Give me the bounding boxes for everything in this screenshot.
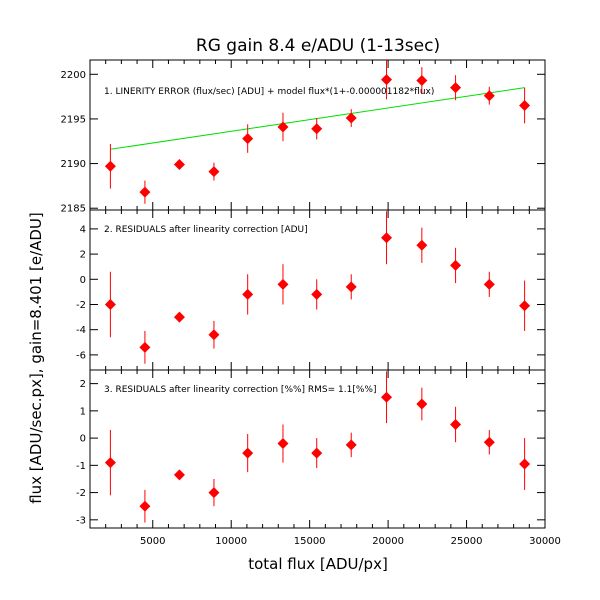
y-tick-label: -2 (76, 300, 86, 311)
y-tick-label: 2195 (61, 114, 86, 125)
data-point (345, 112, 357, 124)
panel-annotation: 2. RESIDUALS after linearity correction … (104, 225, 308, 235)
data-point (416, 75, 428, 87)
y-tick-label: 2185 (61, 204, 86, 215)
data-point (450, 259, 462, 271)
y-tick-label: 2200 (61, 70, 86, 81)
panel-frame (89, 369, 546, 529)
x-tick-label: 15000 (294, 536, 326, 547)
y-tick-label: -3 (76, 515, 86, 526)
data-point (483, 278, 495, 290)
chart-title: RG gain 8.4 e/ADU (1-13sec) (196, 36, 440, 56)
data-point (139, 186, 151, 198)
data-point (345, 281, 357, 293)
data-point (381, 391, 393, 403)
data-point (519, 300, 531, 312)
y-tick-label: -4 (76, 325, 86, 336)
x-tick-label: 5000 (140, 536, 165, 547)
x-tick-label: 30000 (529, 536, 561, 547)
x-tick-label: 10000 (215, 536, 247, 547)
data-point (104, 298, 116, 310)
data-point (483, 436, 495, 448)
y-tick-label: 2190 (61, 159, 86, 170)
y-tick-label: 0 (80, 434, 86, 445)
data-point (104, 160, 116, 172)
y-tick-label: 0 (80, 275, 86, 286)
data-point (208, 166, 220, 178)
y-tick-label: 4 (80, 224, 86, 235)
data-point (416, 239, 428, 251)
data-point (311, 123, 323, 135)
data-point (242, 133, 254, 145)
x-tick-label: 25000 (451, 536, 483, 547)
data-point (311, 288, 323, 300)
panel-annotation: 1. LINERITY ERROR (flux/sec) [ADU] + mod… (104, 87, 434, 97)
x-tick-label: 20000 (372, 536, 404, 547)
panel-annotation: 3. RESIDUALS after linearity correction … (104, 385, 377, 395)
data-point (519, 458, 531, 470)
data-point (483, 90, 495, 102)
data-point (381, 232, 393, 244)
y-tick-label: 2 (80, 379, 86, 390)
data-point (104, 457, 116, 469)
panel-frame (89, 59, 546, 211)
data-point (208, 329, 220, 341)
data-point (173, 158, 185, 170)
data-point (242, 447, 254, 459)
y-axis-label: flux [ADU/sec.px], gain=8.401 [e/ADU] (27, 212, 45, 504)
data-point (139, 500, 151, 512)
data-point (242, 288, 254, 300)
panel-residuals-adu: -6 -4 -2 0 2 4 2. RESIDUALS after linearity co… (76, 209, 546, 371)
y-tick-label: -2 (76, 488, 86, 499)
data-point (277, 121, 289, 133)
data-point (519, 100, 531, 112)
y-tick-label: -1 (76, 461, 86, 472)
data-point (345, 439, 357, 451)
y-tick-label: 2 (80, 250, 86, 261)
data-point (311, 447, 323, 459)
data-point (416, 398, 428, 410)
panel-residuals-percent: -3 -2 -1 0 1 2 3. RESIDUALS after linearity co… (76, 369, 561, 547)
x-axis-label: total flux [ADU/px] (248, 555, 388, 573)
y-tick-label: -6 (76, 350, 86, 361)
data-point (450, 418, 462, 430)
data-point (208, 487, 220, 499)
data-point (450, 82, 462, 94)
data-point (277, 438, 289, 450)
panel-linearity: 2185 2190 2195 2200 1. LINERITY ERROR (flux/… (61, 59, 546, 215)
y-tick-label: 1 (80, 406, 86, 417)
data-point (381, 74, 393, 86)
data-point (173, 469, 185, 481)
data-point (139, 341, 151, 353)
data-point (173, 311, 185, 323)
data-point (277, 278, 289, 290)
